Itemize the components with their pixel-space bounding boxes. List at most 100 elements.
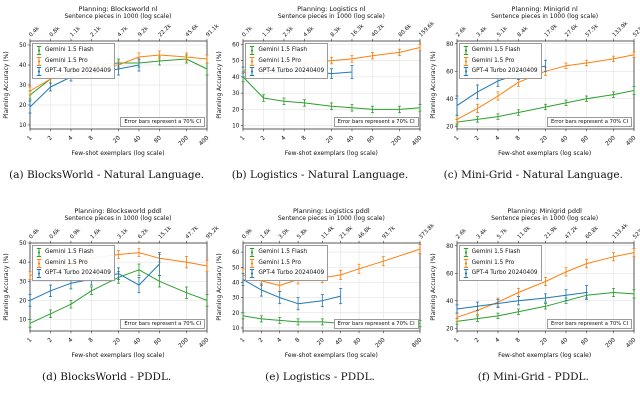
- plot-area: 1 2.6k 2 3.4k 4 5.7k 8 11.0k 20 21.9k 40 47.2k 80 60.…: [446, 222, 640, 349]
- errorbar-marker-icon: [249, 269, 255, 278]
- legend-label: Gemini 1.5 Pro: [471, 57, 515, 64]
- legend: Gemini 1.5 Flash Gemini 1.5 Pro: [458, 43, 542, 79]
- errorbar-marker-icon: [36, 56, 42, 66]
- legend-label: GPT-4 Turbo 20240409: [45, 270, 111, 276]
- top-tick-label: 133.4k: [611, 222, 629, 240]
- y-tick-label: 50: [232, 59, 240, 65]
- top-tick-label: 47.7k: [185, 225, 201, 241]
- plot-area: 1 0.4k 2 0.6k 4 0.9k 8 1.6k 20 3.1k 40 6.2k 80 15.1k 2…: [19, 225, 221, 350]
- top-tick-label: 0.8k: [49, 25, 62, 38]
- x-tick-label: 80: [153, 337, 163, 347]
- legend-label: Gemini 1.5 Pro: [45, 57, 88, 64]
- x-tick-label: 20: [326, 135, 336, 145]
- ci-annotation: Error bars represent a 70% CI: [333, 319, 419, 329]
- chart-title: Planning: Blocksworld nl: [78, 5, 158, 13]
- x-tick-label: 200: [605, 337, 617, 349]
- legend: Gemini 1.5 Flash Gemini 1.5 Pro: [32, 43, 115, 79]
- plot-area: 1 2.6k 2 3.4k 4 5.1k 8 8.4k 20 17.0k 40 27.6k 80 57.5…: [446, 20, 640, 147]
- y-tick-label: 10: [19, 318, 27, 324]
- y-tick-label: 20: [232, 311, 240, 317]
- top-tick-label: 0.4k: [28, 227, 41, 240]
- legend-label: Gemini 1.5 Pro: [471, 259, 515, 266]
- x-axis-label: Few-shot exemplars (log scale): [498, 352, 592, 359]
- errorbar-marker-icon: [249, 56, 255, 66]
- x-tick-label: 1: [453, 337, 460, 344]
- x-tick-label: 20: [539, 337, 549, 347]
- chart-title: Planning: Minigrid nl: [511, 5, 578, 13]
- top-tick-label: 60.8k: [584, 225, 600, 241]
- errorbar-marker-icon: [463, 56, 469, 66]
- legend-item-gpt4-turbo: GPT-4 Turbo 20240409: [36, 269, 111, 278]
- plot-area: 1 0.4k 2 0.8k 4 1.1k 8 2.1k 20 4.7k 40 9.2k 80 22.2k 2…: [19, 23, 221, 148]
- subplot-caption: (b) Logistics - Natural Language.: [231, 169, 409, 181]
- legend-item-gemini-15-flash: Gemini 1.5 Flash: [249, 46, 324, 55]
- x-tick-label: 200: [178, 337, 190, 349]
- top-tick-label: 8.4k: [516, 25, 529, 38]
- x-tick-label: 4: [281, 135, 288, 142]
- top-tick-label: 47.2k: [564, 225, 580, 241]
- x-tick-label: 1: [240, 337, 247, 344]
- top-tick-label: 22.2k: [158, 23, 174, 39]
- top-tick-label: 0.9k: [69, 227, 82, 240]
- x-tick-label: 400: [412, 135, 424, 147]
- errorbar-marker-icon: [249, 67, 255, 76]
- top-tick-label: 3.4k: [475, 227, 488, 240]
- top-tick-label: 2.5k: [282, 25, 295, 38]
- legend-item-gpt4-turbo: GPT-4 Turbo 20240409: [463, 67, 538, 76]
- errorbar-marker-icon: [463, 46, 469, 55]
- x-tick-label: 1: [240, 135, 247, 142]
- x-axis-label: Few-shot exemplars (log scale): [284, 352, 378, 359]
- top-tick-label: 11.0k: [516, 225, 532, 241]
- top-tick-label: 46.8k: [358, 225, 374, 241]
- series-line-gemini-1-5-flash: [456, 90, 634, 123]
- x-tick-label: 80: [580, 135, 590, 145]
- x-tick-label: 400: [198, 337, 210, 349]
- y-tick-label: 60: [232, 250, 240, 256]
- x-tick-label: 200: [178, 135, 190, 147]
- top-tick-label: 523.7k: [632, 20, 640, 38]
- top-tick-label: 0.7k: [241, 25, 254, 38]
- legend-item-gemini-15-flash: Gemini 1.5 Flash: [36, 46, 111, 55]
- subplot-caption: (d) BlocksWorld - PDDL.: [42, 371, 172, 383]
- subplot-c: Planning: Minigrid nl Sentence pieces in…: [427, 4, 640, 206]
- top-tick-label: 9.2k: [137, 25, 150, 38]
- legend-label: GPT-4 Turbo 20240409: [471, 68, 538, 74]
- y-tick-label: 50: [19, 43, 27, 49]
- x-tick-label: 2: [260, 135, 267, 142]
- y-tick-label: 20: [19, 298, 27, 304]
- x-tick-label: 80: [153, 135, 163, 145]
- x-tick-label: 400: [198, 135, 210, 147]
- legend-item-gemini-15-pro: Gemini 1.5 Pro: [463, 56, 538, 66]
- top-tick-label: 40.2k: [371, 23, 387, 39]
- plot-border: [242, 242, 421, 332]
- top-tick-label: 27.6k: [564, 23, 580, 39]
- x-tick-label: 2: [474, 135, 481, 142]
- x-tick-label: 4: [494, 337, 501, 344]
- y-tick-label: 30: [232, 91, 240, 97]
- legend-label: Gemini 1.5 Pro: [258, 57, 302, 64]
- top-tick-label: 5.8k: [297, 227, 310, 240]
- x-tick-label: 200: [375, 337, 387, 349]
- legend-item-gemini-15-flash: Gemini 1.5 Flash: [36, 248, 111, 257]
- legend-label: GPT-4 Turbo 20240409: [258, 270, 325, 276]
- x-tick-label: 40: [133, 135, 143, 145]
- plot-area: 1 0.9k 2 1.6k 4 3.0k 8 5.8k 20 11.4k 40 21.9k 80 46.8…: [232, 222, 436, 349]
- x-tick-label: 200: [605, 135, 617, 147]
- legend-label: Gemini 1.5 Flash: [45, 249, 94, 255]
- subplot-caption: (a) BlocksWorld - Natural Language.: [9, 169, 205, 181]
- top-tick-label: 21.9k: [339, 225, 355, 241]
- legend-item-gemini-15-flash: Gemini 1.5 Flash: [249, 248, 324, 257]
- x-tick-label: 8: [515, 135, 522, 142]
- x-tick-label: 20: [539, 135, 549, 145]
- x-tick-label: 8: [88, 135, 95, 142]
- x-tick-label: 80: [353, 337, 363, 347]
- top-tick-label: 4.7k: [117, 25, 130, 38]
- legend-item-gemini-15-flash: Gemini 1.5 Flash: [463, 248, 538, 257]
- y-tick-label: 30: [19, 279, 27, 285]
- x-tick-label: 40: [335, 337, 345, 347]
- chart-title: Planning: Logistics nl: [297, 5, 366, 13]
- series-line-gemini-1-5-pro: [456, 252, 634, 318]
- plot-area: 1 0.7k 2 1.3k 4 2.5k 8 4.8k 20 8.3k 40 16.3k 80 40.2k…: [232, 20, 436, 147]
- top-tick-label: 3.0k: [278, 227, 291, 240]
